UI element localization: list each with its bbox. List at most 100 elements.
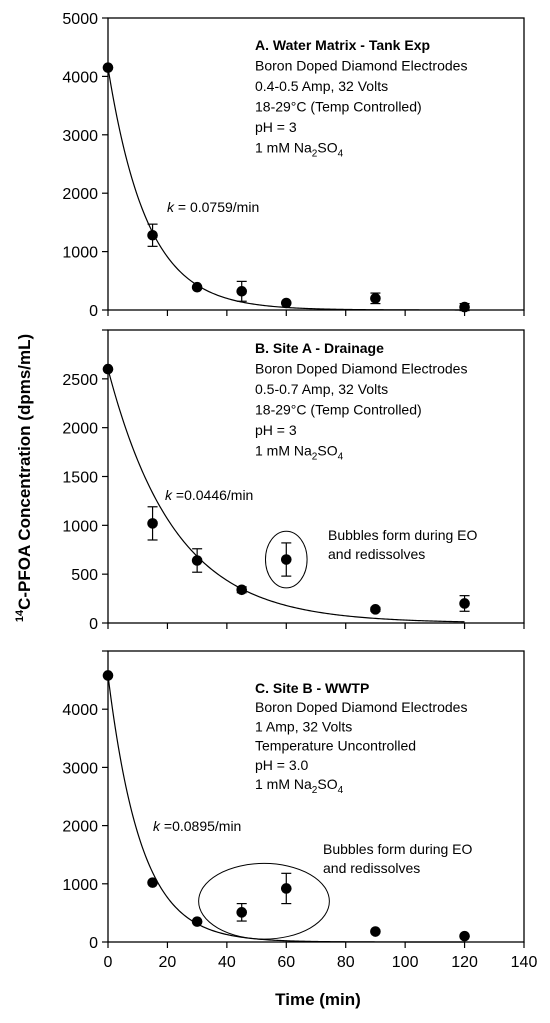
data-point-b bbox=[191, 555, 203, 566]
rate-constant-value: = 0.0759/min bbox=[174, 199, 259, 215]
condition-line: 0.4-0.5 Amp, 32 Volts bbox=[255, 78, 388, 94]
electrolyte-anion: SO bbox=[317, 776, 337, 792]
condition-line: Boron Doped Diamond Electrodes bbox=[255, 699, 467, 715]
data-point-a bbox=[147, 229, 158, 241]
y-tick-label-b: 1500 bbox=[62, 470, 98, 487]
condition-line: Boron Doped Diamond Electrodes bbox=[255, 361, 467, 377]
tick-labels: 0100020003000400050000500100015002000250… bbox=[62, 11, 537, 971]
rate-constant-label-b: k =0.0446/min bbox=[165, 487, 253, 503]
condition-line: 18-29°C (Temp Controlled) bbox=[255, 402, 422, 418]
rate-constant-symbol: k bbox=[165, 487, 173, 503]
electrolyte-line: 1 mM Na2SO4 bbox=[255, 443, 344, 463]
electrolyte-anion: SO bbox=[317, 443, 337, 459]
y-tick-label-a: 0 bbox=[89, 303, 98, 320]
data-point-c bbox=[236, 907, 248, 918]
electrolyte-subscript: 2 bbox=[312, 785, 318, 796]
data-point-b bbox=[280, 554, 292, 565]
fit-curve-b bbox=[107, 368, 465, 623]
data-point-a bbox=[459, 301, 470, 313]
rate-constant-symbol: k bbox=[167, 199, 175, 215]
panel-title-a: A. Water Matrix - Tank Exp bbox=[255, 37, 430, 53]
x-tick-label: 80 bbox=[337, 954, 355, 971]
y-tick-label-c: 4000 bbox=[62, 702, 98, 719]
data-point-a bbox=[191, 281, 203, 293]
data-point-c bbox=[191, 916, 203, 927]
y-tick-label-c: 3000 bbox=[62, 760, 98, 777]
data-point-a bbox=[370, 293, 381, 304]
y-tick-label-c: 2000 bbox=[62, 819, 98, 836]
condition-line: 0.5-0.7 Amp, 32 Volts bbox=[255, 381, 388, 397]
data-point-c bbox=[280, 883, 292, 894]
y-tick-label-b: 500 bbox=[71, 567, 98, 584]
electrolyte-prefix: 1 mM Na bbox=[255, 140, 312, 156]
condition-line: 18-29°C (Temp Controlled) bbox=[255, 99, 422, 115]
electrolyte-prefix: 1 mM Na bbox=[255, 776, 312, 792]
rate-constant-value: =0.0446/min bbox=[172, 487, 253, 503]
panel-text: A. Water Matrix - Tank Exp Boron Doped Di… bbox=[153, 37, 478, 876]
data-point-a bbox=[280, 297, 292, 309]
rate-constant-symbol: k bbox=[153, 818, 161, 834]
data-point-c bbox=[459, 930, 470, 942]
panel-title-b: B. Site A - Drainage bbox=[255, 340, 384, 356]
annotations bbox=[198, 530, 330, 940]
annotation-note: and redissolves bbox=[323, 860, 420, 876]
x-tick-label: 100 bbox=[392, 954, 419, 971]
electrolyte-line: 1 mM Na2SO4 bbox=[255, 776, 344, 796]
y-tick-label-c: 1000 bbox=[62, 877, 98, 894]
electrolyte-line: 1 mM Na2SO4 bbox=[255, 140, 344, 160]
data-point-b bbox=[370, 604, 381, 615]
plot-frames bbox=[102, 17, 525, 948]
condition-line: pH = 3.0 bbox=[255, 757, 309, 773]
data-point-a bbox=[102, 62, 114, 73]
annotation-note: Bubbles form during EO bbox=[328, 527, 478, 543]
data-point-b bbox=[236, 584, 248, 596]
condition-line: pH = 3 bbox=[255, 422, 297, 438]
y-tick-label-b: 2500 bbox=[62, 372, 98, 389]
y-axis-title: 14C-PFOA Concentration (dpms/mL) bbox=[14, 334, 34, 622]
electrolyte-subscript: 4 bbox=[338, 149, 344, 160]
electrolyte-subscript: 2 bbox=[312, 452, 318, 463]
y-axis-title-superscript: 14 bbox=[14, 609, 26, 622]
plot-frame-a bbox=[107, 17, 525, 311]
annotation-note: Bubbles form during EO bbox=[323, 841, 473, 857]
x-tick-label: 40 bbox=[218, 954, 236, 971]
rate-constant-value: =0.0895/min bbox=[160, 818, 241, 834]
y-tick-label-b: 1000 bbox=[62, 518, 98, 535]
condition-line: 1 Amp, 32 Volts bbox=[255, 718, 352, 734]
annotation-ellipse bbox=[198, 862, 330, 940]
condition-line: Temperature Uncontrolled bbox=[255, 738, 416, 754]
x-axis-title: Time (min) bbox=[275, 990, 361, 1009]
y-tick-label-a: 1000 bbox=[62, 245, 98, 262]
y-tick-label-c: 0 bbox=[89, 935, 98, 952]
y-axis-title-main: C-PFOA Concentration (dpms/mL) bbox=[15, 334, 34, 610]
annotation-ellipse bbox=[264, 530, 308, 589]
electrolyte-anion: SO bbox=[317, 140, 337, 156]
y-tick-label-b: 2000 bbox=[62, 421, 98, 438]
condition-line: pH = 3 bbox=[255, 119, 297, 135]
data-points bbox=[102, 62, 470, 942]
y-tick-label-a: 5000 bbox=[62, 11, 98, 28]
condition-line: Boron Doped Diamond Electrodes bbox=[255, 58, 467, 74]
data-point-b bbox=[102, 363, 114, 375]
x-tick-label: 20 bbox=[159, 954, 177, 971]
rate-constant-label-c: k =0.0895/min bbox=[153, 818, 241, 834]
data-point-c bbox=[102, 670, 114, 681]
fit-curves bbox=[107, 67, 465, 943]
electrolyte-subscript: 2 bbox=[312, 149, 318, 160]
y-tick-label-a: 4000 bbox=[62, 69, 98, 86]
data-point-c bbox=[147, 877, 158, 888]
y-tick-label-a: 3000 bbox=[62, 128, 98, 145]
panel-title-c: C. Site B - WWTP bbox=[255, 680, 369, 696]
data-point-c bbox=[370, 926, 381, 937]
x-tick-label: 0 bbox=[104, 954, 113, 971]
y-tick-label-a: 2000 bbox=[62, 186, 98, 203]
fit-curve-c bbox=[107, 675, 465, 943]
electrolyte-prefix: 1 mM Na bbox=[255, 443, 312, 459]
x-tick-label: 140 bbox=[511, 954, 538, 971]
rate-constant-label-a: k = 0.0759/min bbox=[167, 199, 259, 215]
data-point-b bbox=[147, 518, 158, 529]
y-tick-label-b: 0 bbox=[89, 616, 98, 633]
x-tick-label: 120 bbox=[451, 954, 478, 971]
annotation-note: and redissolves bbox=[328, 546, 425, 562]
